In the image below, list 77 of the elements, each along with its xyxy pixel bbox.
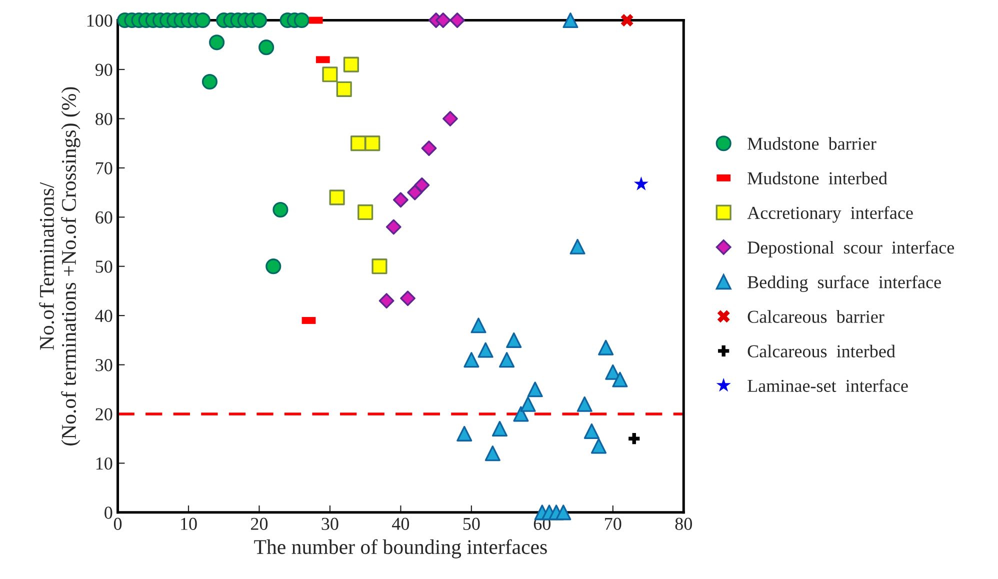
point (258, 40, 274, 56)
point (435, 12, 451, 28)
y-tick-label: 30 (96, 359, 112, 372)
point (456, 426, 472, 442)
y-tick-label: 70 (96, 162, 112, 174)
legend-label: Calcareous interbed (748, 344, 896, 358)
point (378, 293, 394, 308)
point (442, 110, 458, 126)
y-tick-label: 90 (95, 64, 112, 76)
y-axis-title: No.of Terminations/ (No.of terminations +No.of Crossings) (%) (39, 87, 80, 446)
point (612, 372, 628, 388)
point (392, 192, 408, 208)
point (520, 396, 536, 412)
point (484, 446, 500, 462)
y-tick-label: 80 (96, 112, 112, 126)
point (628, 433, 640, 444)
point (251, 12, 268, 28)
point (322, 66, 338, 82)
point (350, 136, 366, 152)
point (590, 438, 607, 454)
x-tick-label: 30 (322, 518, 338, 530)
point (266, 258, 282, 274)
point (364, 136, 380, 152)
point (576, 396, 592, 412)
point (527, 382, 543, 398)
point (202, 74, 218, 90)
x-tick-label: 0 (114, 518, 122, 530)
point (570, 238, 586, 254)
x-tick-label: 50 (463, 518, 480, 530)
x-tick-label: 10 (181, 518, 197, 530)
point (272, 202, 288, 218)
point (194, 12, 210, 28)
x-tick-label: 40 (392, 518, 410, 530)
legend-label: Accretionary interface (747, 206, 913, 223)
legend-label: Depostional scour interface (748, 240, 954, 258)
point (598, 340, 614, 356)
y-tick-label: 50 (96, 260, 112, 273)
point (386, 219, 402, 235)
point (506, 332, 522, 348)
y-tick-label: 10 (96, 457, 112, 470)
point (513, 406, 529, 422)
point (562, 12, 578, 28)
legend-label: Mudstone interbed (748, 172, 888, 184)
legend-label: Mudstone barrier (748, 137, 876, 150)
point (470, 318, 486, 334)
point (584, 423, 600, 439)
point (464, 352, 480, 368)
x-tick-label: 80 (675, 518, 692, 530)
x-axis-title: The number of bounding interfaces (254, 539, 547, 558)
y-tick-label: 40 (95, 310, 112, 322)
point (556, 504, 572, 520)
point (336, 81, 352, 97)
point (492, 420, 508, 437)
x-tick-label: 70 (605, 518, 622, 530)
y-tick-label: 20 (96, 408, 112, 420)
point (407, 184, 423, 200)
point (209, 34, 225, 50)
point (620, 14, 634, 27)
point (499, 352, 515, 368)
point (343, 56, 359, 72)
point (358, 204, 374, 220)
point (400, 290, 416, 306)
y-tick-label: 100 (87, 14, 112, 27)
point (329, 190, 345, 206)
x-tick-label: 20 (250, 518, 268, 530)
legend-label: Laminae-set interface (748, 379, 908, 392)
point (421, 140, 437, 156)
legend-label: Calcareous barrier (748, 310, 884, 323)
point (414, 177, 430, 193)
point (634, 176, 648, 190)
legend-label: Bedding surface interface (748, 275, 941, 292)
point (478, 342, 494, 358)
y-tick-label: 60 (96, 211, 112, 224)
point (294, 12, 310, 28)
y-tick-label: 0 (104, 506, 112, 519)
point (450, 12, 465, 28)
point (372, 258, 388, 274)
